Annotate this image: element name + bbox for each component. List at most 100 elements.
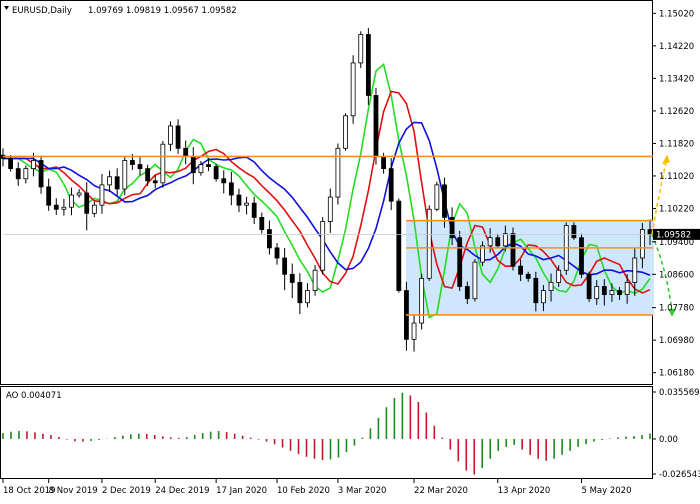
ao-histogram (2, 392, 651, 475)
candle-body (556, 269, 562, 283)
ma-mid-line (3, 90, 651, 294)
level-lines (3, 155, 653, 316)
candle-body (129, 160, 135, 165)
candle-body (183, 147, 189, 157)
candle-body (61, 206, 67, 210)
candle-body (38, 160, 44, 188)
current-price-tag-bg (653, 228, 700, 240)
current-price-tag: 1.09582 (653, 228, 700, 240)
moving-averages (3, 62, 651, 319)
candle-body (107, 176, 112, 186)
candle-body (122, 160, 128, 190)
candle-body (91, 204, 97, 214)
time-axis-label: 24 Dec 2019 (155, 486, 209, 496)
candle-body (312, 269, 318, 291)
candle-body (305, 290, 310, 304)
chart-header: EURUSD,Daily 1.09769 1.09819 1.09567 1.0… (4, 6, 237, 16)
candle-body (396, 200, 402, 291)
candle-body (617, 290, 622, 296)
candle-body (84, 192, 90, 214)
price-axis-label: 1.13420 (659, 74, 694, 84)
candle-body (472, 261, 478, 300)
ao-label: AO 0.004071 (6, 391, 62, 401)
chart-menu-triangle-icon (4, 6, 9, 10)
ma-slow-line (3, 121, 651, 277)
candle-body (457, 237, 463, 287)
arrow-up-icon (662, 154, 670, 165)
candle-body (289, 273, 295, 283)
time-axis-label: 13 Apr 2020 (498, 486, 551, 496)
price-axis-label: 1.12620 (659, 107, 694, 117)
candle-body (274, 247, 280, 259)
candle-body (198, 164, 204, 174)
bullish-forecast-arrow (651, 162, 667, 235)
candles (0, 27, 653, 352)
main-chart-frame (0, 0, 653, 385)
candle-body (365, 34, 371, 96)
candle-body (213, 166, 219, 180)
candle-body (152, 180, 158, 184)
candle-body (358, 34, 364, 64)
candle-body (480, 245, 485, 263)
candle-body (175, 125, 181, 149)
candle-body (442, 184, 447, 218)
candle-body (259, 216, 265, 230)
candle-body (525, 273, 531, 279)
candle-body (168, 125, 173, 145)
candle-body (426, 208, 432, 279)
current-price-value: 1.09582 (656, 230, 691, 240)
axes: 1.15020 1.14220 1.13420 1.12620 1.11820 1.110… (2, 9, 700, 496)
price-axis-label: 1.15020 (659, 9, 694, 19)
candle-body (69, 194, 74, 208)
candle-body (137, 164, 143, 170)
candle-body (594, 286, 600, 300)
candle-body (297, 282, 303, 304)
candle-body (221, 178, 227, 184)
candle-body (343, 115, 348, 149)
time-axis-label: 5 May 2020 (581, 486, 631, 496)
candle-body (434, 184, 440, 210)
price-axis-label: 1.11820 (659, 139, 694, 149)
candle-body (53, 204, 59, 210)
ao-axis-label: 0.035569 (659, 388, 700, 398)
candle-body (502, 233, 508, 247)
candle-body (251, 202, 257, 218)
ohlc-label: 1.09769 1.09819 1.09567 1.09582 (88, 6, 237, 16)
candle-body (579, 237, 584, 275)
candle-body (541, 290, 546, 304)
candle-body (15, 168, 21, 180)
time-axis-label: 22 Mar 2020 (414, 486, 468, 496)
symbol-label: EURUSD,Daily (12, 6, 72, 16)
candle-body (373, 95, 379, 157)
candle-body (23, 168, 29, 180)
oscillator-frame (0, 386, 653, 479)
candle-body (518, 265, 523, 275)
candle-body (411, 322, 417, 340)
candle-body (571, 225, 577, 239)
ao-axis-label: -0.026543 (659, 470, 700, 480)
candle-body (510, 233, 516, 267)
candle-body (160, 143, 166, 184)
candle-body (267, 229, 272, 249)
price-axis-label: 1.11020 (659, 172, 694, 182)
candle-body (609, 290, 615, 296)
price-axis-label: 1.09400 (659, 238, 694, 248)
candle-body (381, 156, 386, 170)
candle-body (601, 286, 607, 296)
price-axis-label: 1.06980 (659, 336, 694, 346)
candle-body (639, 229, 645, 259)
candle-body (335, 147, 341, 198)
candle-body (99, 184, 105, 206)
candle-body (31, 160, 36, 170)
price-axis-label: 1.06180 (659, 369, 694, 379)
candle-body (388, 168, 394, 202)
candle-body (548, 282, 554, 291)
candle-body (495, 237, 501, 247)
candle-body (464, 286, 470, 300)
candle-body (320, 221, 326, 271)
candle-body (190, 156, 196, 174)
arrow-down-icon (668, 308, 676, 317)
candle-body (236, 194, 242, 206)
